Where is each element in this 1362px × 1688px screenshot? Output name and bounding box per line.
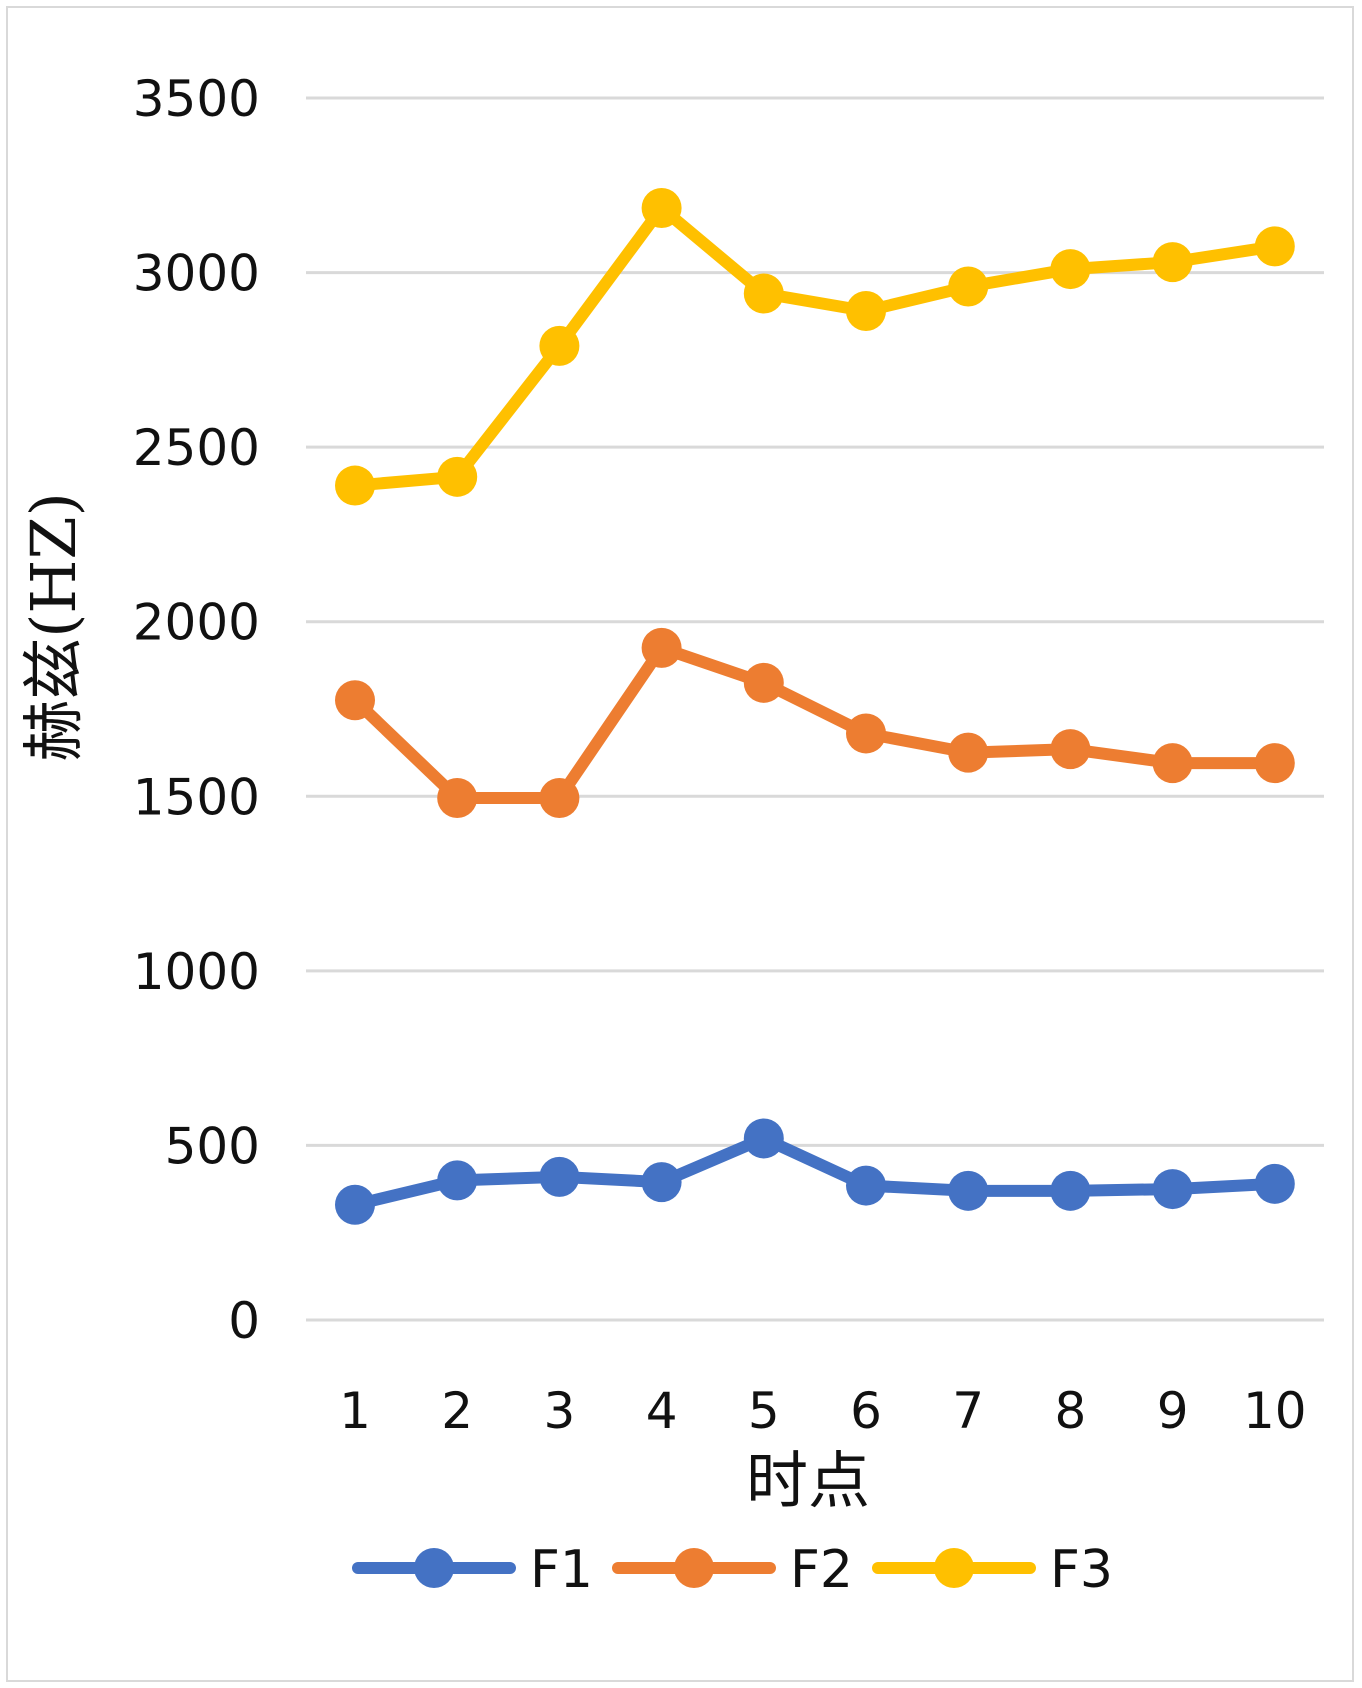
data-point bbox=[437, 778, 478, 819]
data-point bbox=[335, 465, 375, 506]
series-f2 bbox=[335, 627, 1295, 819]
x-tick-label: 6 bbox=[850, 1382, 882, 1440]
y-tick-label: 0 bbox=[228, 1292, 260, 1350]
data-point bbox=[948, 1170, 989, 1211]
x-tick-label: 10 bbox=[1243, 1382, 1307, 1440]
data-point bbox=[948, 266, 989, 307]
series-f1 bbox=[335, 1118, 1295, 1225]
y-tick-label: 1500 bbox=[133, 768, 260, 826]
series-group bbox=[335, 187, 1295, 1225]
data-point bbox=[1050, 1170, 1091, 1211]
legend-item: F1 bbox=[352, 1540, 593, 1600]
x-axis-ticks: 1 2 3 4 5 6 7 8 9 10 bbox=[339, 1382, 1307, 1440]
data-point bbox=[1050, 729, 1091, 770]
data-point bbox=[1254, 1163, 1295, 1204]
legend-label: F2 bbox=[790, 1540, 853, 1600]
y-tick-label: 3000 bbox=[133, 245, 260, 303]
x-tick-label: 7 bbox=[952, 1382, 984, 1440]
data-point bbox=[539, 325, 580, 366]
x-tick-label: 4 bbox=[646, 1382, 678, 1440]
series-line bbox=[349, 641, 1281, 805]
gridlines bbox=[306, 96, 1324, 1322]
y-tick-label: 2000 bbox=[133, 594, 260, 652]
y-tick-label: 500 bbox=[165, 1117, 260, 1175]
x-tick-label: 5 bbox=[748, 1382, 780, 1440]
series-line bbox=[349, 201, 1281, 492]
x-tick-label: 8 bbox=[1054, 1382, 1086, 1440]
y-axis-ticks: 0 500 1000 1500 2000 2500 3000 3500 bbox=[133, 70, 260, 1350]
data-point bbox=[846, 290, 886, 331]
legend-label: F1 bbox=[530, 1540, 593, 1600]
legend-marker bbox=[934, 1548, 974, 1588]
data-point bbox=[1254, 226, 1295, 267]
data-point bbox=[437, 1160, 478, 1201]
data-point bbox=[1254, 743, 1295, 784]
data-point bbox=[539, 1156, 580, 1197]
data-point bbox=[1152, 1169, 1193, 1210]
data-point bbox=[743, 273, 784, 314]
data-point bbox=[1050, 249, 1091, 290]
legend: F1 F2 F3 bbox=[352, 1540, 1113, 1600]
x-tick-label: 9 bbox=[1157, 1382, 1189, 1440]
chart-frame bbox=[6, 6, 1354, 1682]
data-point bbox=[948, 732, 989, 773]
x-tick-label: 3 bbox=[543, 1382, 575, 1440]
y-tick-label: 2500 bbox=[133, 419, 260, 477]
data-point bbox=[641, 187, 682, 228]
series-line bbox=[349, 1132, 1281, 1211]
data-point bbox=[846, 713, 886, 754]
data-point bbox=[641, 1162, 682, 1203]
y-tick-label: 1000 bbox=[133, 943, 260, 1001]
data-point bbox=[335, 680, 375, 721]
data-point bbox=[641, 627, 682, 668]
data-point bbox=[437, 456, 478, 497]
x-tick-label: 2 bbox=[441, 1382, 473, 1440]
legend-marker bbox=[674, 1548, 714, 1588]
data-point bbox=[743, 1118, 784, 1159]
legend-marker bbox=[414, 1548, 454, 1588]
x-tick-label: 1 bbox=[339, 1382, 371, 1440]
data-point bbox=[1152, 242, 1193, 283]
legend-item: F3 bbox=[872, 1540, 1113, 1600]
data-point bbox=[539, 778, 580, 819]
legend-item: F2 bbox=[612, 1540, 853, 1600]
legend-label: F3 bbox=[1050, 1540, 1113, 1600]
y-axis-title: 赫兹(HZ) bbox=[17, 492, 90, 762]
series-f3 bbox=[335, 187, 1295, 506]
y-tick-label: 3500 bbox=[133, 70, 260, 128]
data-point bbox=[743, 662, 784, 703]
data-point bbox=[846, 1165, 886, 1206]
data-point bbox=[335, 1184, 375, 1225]
x-axis-title: 时点 bbox=[746, 1444, 870, 1517]
data-point bbox=[1152, 743, 1193, 784]
